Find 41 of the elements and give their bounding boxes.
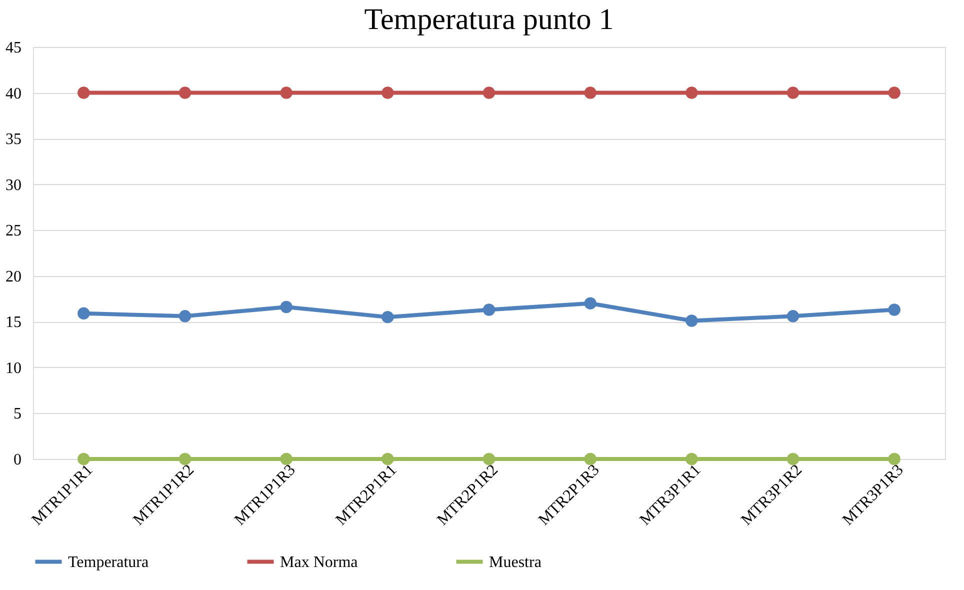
- point: [78, 86, 90, 99]
- y-tick-label: 0: [14, 452, 22, 468]
- y-tick-label: 45: [6, 40, 22, 56]
- point: [482, 304, 496, 316]
- point: [786, 452, 800, 466]
- point: [584, 86, 596, 99]
- y-tick-label: 20: [6, 268, 22, 286]
- y-tick-label: 10: [6, 360, 22, 377]
- y-tick-label: 25: [6, 222, 22, 240]
- point: [686, 314, 698, 327]
- point: [178, 452, 192, 466]
- point: [584, 297, 596, 310]
- point: [888, 86, 900, 99]
- point: [280, 300, 292, 314]
- point: [786, 86, 800, 99]
- y-tick-label: 30: [6, 176, 22, 194]
- point: [178, 310, 192, 322]
- point: [280, 86, 292, 99]
- legend-label: Muestra: [489, 554, 542, 571]
- point: [382, 310, 394, 324]
- point: [888, 304, 900, 316]
- y-tick-label: 40: [6, 85, 22, 102]
- point: [78, 452, 90, 466]
- y-tick-label: 15: [6, 314, 22, 332]
- point: [786, 310, 800, 322]
- point: [584, 452, 596, 466]
- legend-label: Temperatura: [68, 554, 149, 571]
- point: [280, 452, 292, 466]
- chart-title: Temperatura punto 1: [364, 3, 614, 36]
- point: [482, 452, 496, 466]
- point: [888, 452, 900, 466]
- point: [382, 452, 394, 466]
- point: [686, 452, 698, 466]
- legend-label: Max Norma: [280, 554, 358, 571]
- y-tick-label: 5: [14, 406, 22, 423]
- point: [178, 86, 192, 99]
- point: [482, 86, 496, 99]
- point: [382, 86, 394, 99]
- point: [686, 86, 698, 99]
- y-tick-label: 35: [6, 131, 22, 148]
- point: [78, 307, 90, 320]
